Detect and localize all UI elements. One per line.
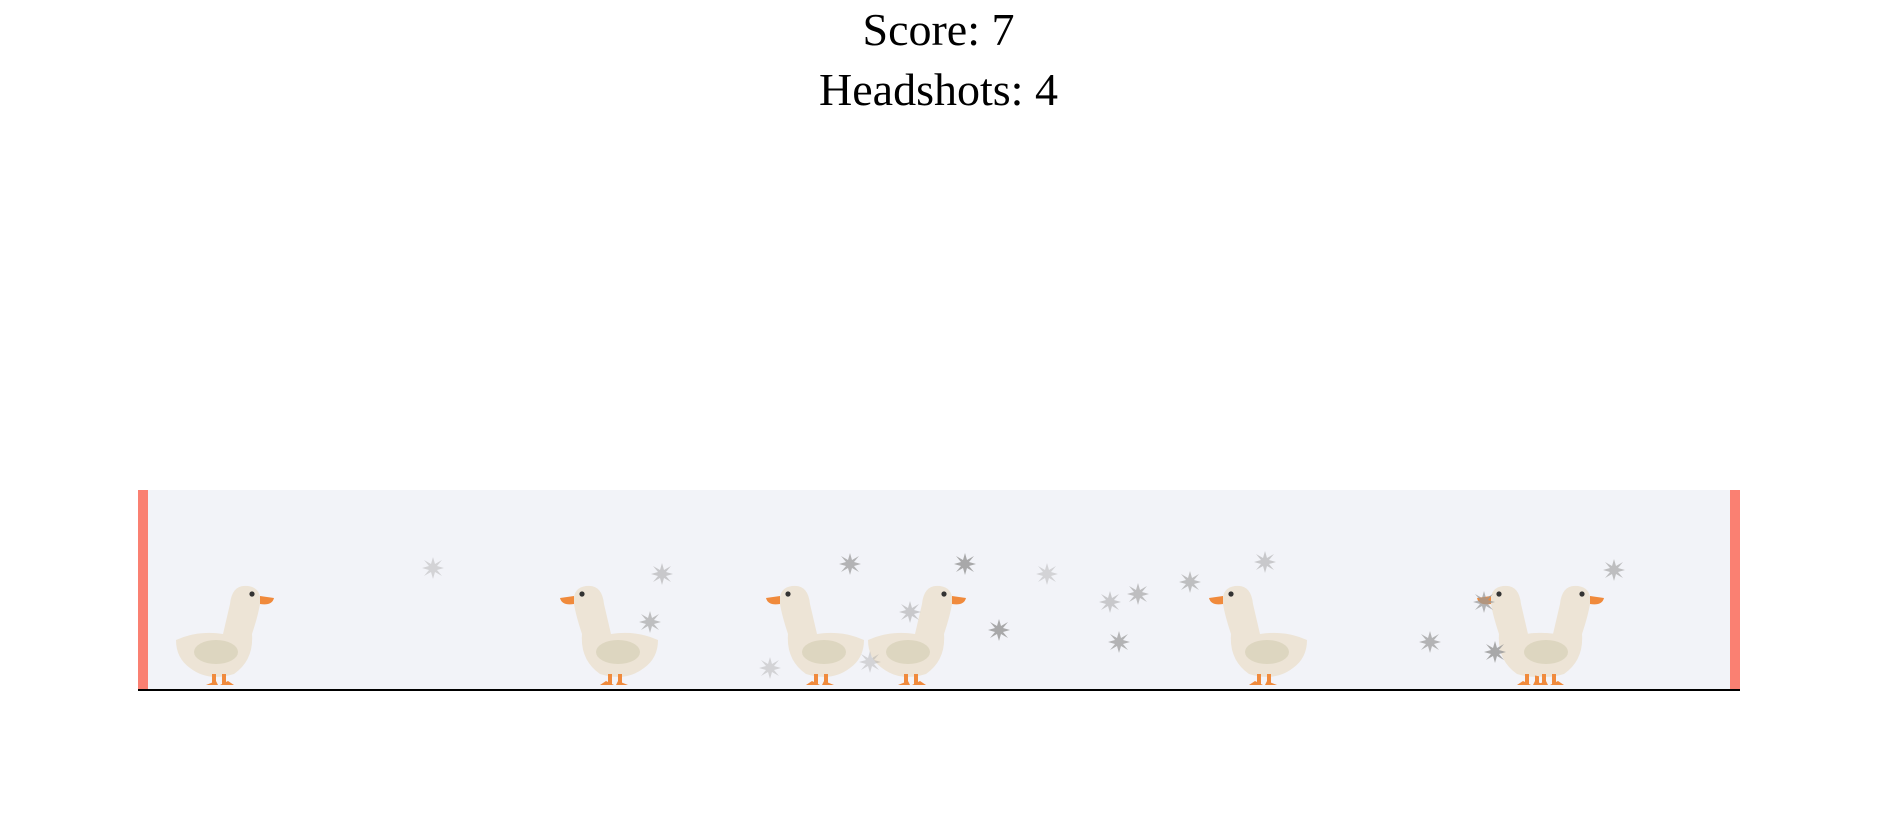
right-wall bbox=[1730, 490, 1740, 689]
duck-target[interactable] bbox=[556, 582, 666, 687]
bullet-hole-icon bbox=[987, 618, 1011, 642]
bullet-hole-icon bbox=[838, 552, 862, 576]
bullet-hole-icon bbox=[898, 600, 922, 624]
scoreboard: Score: 7 Headshots: 4 bbox=[0, 0, 1877, 120]
duck-target[interactable] bbox=[860, 582, 970, 687]
bullet-hole-icon bbox=[1472, 590, 1496, 614]
bullet-hole-icon bbox=[1418, 630, 1442, 654]
bullet-hole-icon bbox=[1035, 562, 1059, 586]
headshots-label: Headshots: bbox=[819, 64, 1024, 115]
duck-target[interactable] bbox=[1498, 582, 1608, 687]
headshots-value: 4 bbox=[1034, 64, 1058, 115]
bullet-hole-icon bbox=[1107, 630, 1131, 654]
duck-target[interactable] bbox=[762, 582, 872, 687]
bullet-hole-icon bbox=[758, 656, 782, 680]
headshots-readout: Headshots: 4 bbox=[0, 60, 1877, 120]
bullet-hole-icon bbox=[858, 650, 882, 674]
bullet-hole-icon bbox=[1098, 590, 1122, 614]
bullet-hole-icon bbox=[953, 552, 977, 576]
bullet-hole-icon bbox=[1126, 582, 1150, 606]
score-value: 7 bbox=[991, 4, 1015, 55]
score-label: Score: bbox=[862, 4, 980, 55]
duck-target[interactable] bbox=[1205, 582, 1315, 687]
bullet-hole-icon bbox=[421, 556, 445, 580]
score-readout: Score: 7 bbox=[0, 0, 1877, 60]
bullet-hole-icon bbox=[1178, 570, 1202, 594]
left-wall bbox=[138, 490, 148, 689]
bullet-hole-icon bbox=[650, 562, 674, 586]
bullet-hole-icon bbox=[1602, 558, 1626, 582]
duck-target[interactable] bbox=[168, 582, 278, 687]
shooting-arena[interactable] bbox=[138, 490, 1740, 691]
bullet-hole-icon bbox=[1483, 640, 1507, 664]
bullet-hole-icon bbox=[638, 610, 662, 634]
bullet-hole-icon bbox=[1253, 550, 1277, 574]
